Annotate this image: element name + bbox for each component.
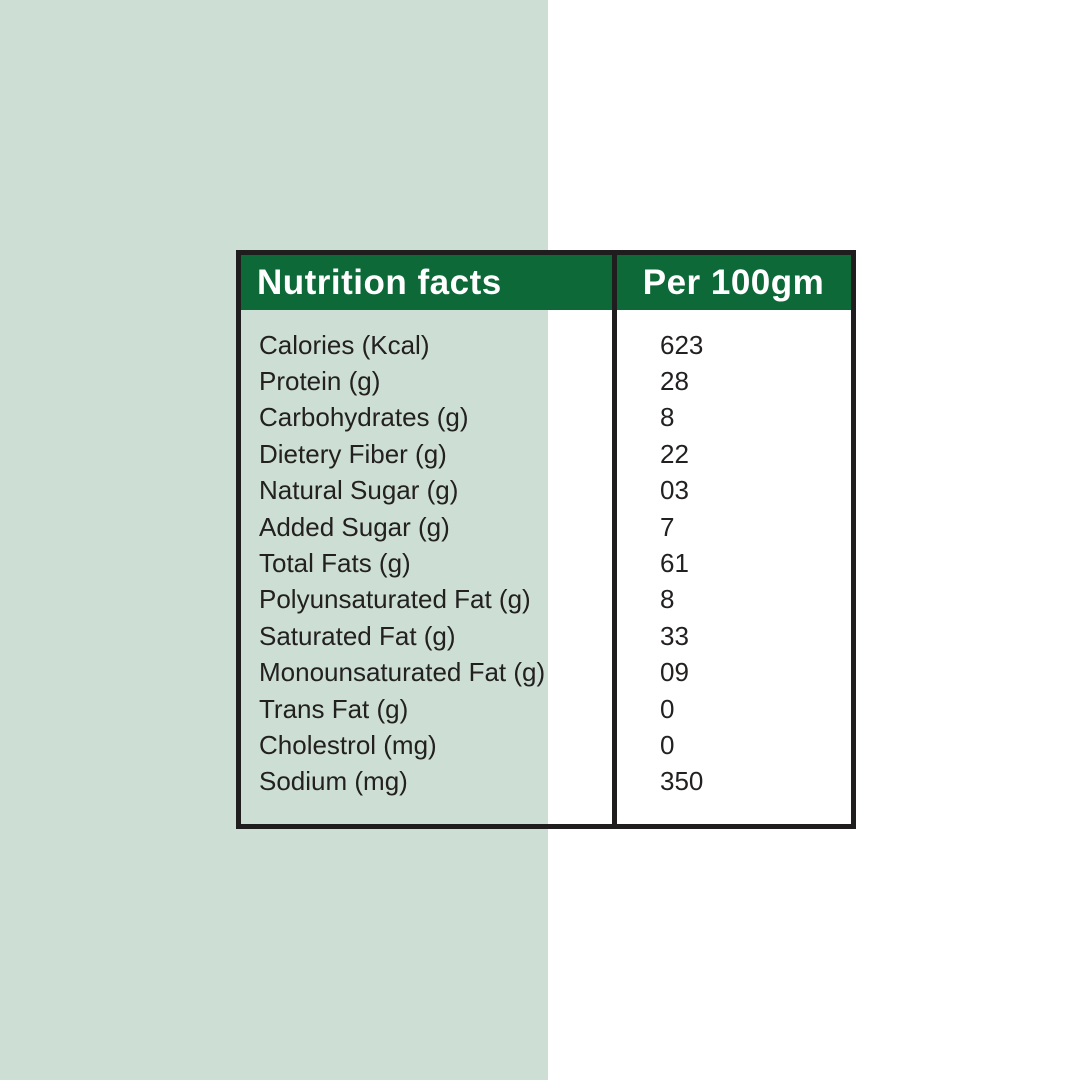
nutrient-value: 623 (660, 329, 704, 360)
nutrient-label: Added Sugar (g) (259, 511, 450, 542)
table-row: Saturated Fat (g) 33 (241, 618, 851, 654)
nutrient-label: Calories (Kcal) (259, 329, 430, 360)
table-body: Calories (Kcal) 623 Protein (g) 28 Carbohydr… (241, 310, 851, 800)
table-row: Dietery Fiber (g) 22 (241, 436, 851, 472)
nutrient-label: Saturated Fat (g) (259, 620, 456, 651)
nutrient-value: 61 (660, 548, 689, 579)
table-row: Calories (Kcal) 623 (241, 327, 851, 363)
table-row: Monounsaturated Fat (g) 09 (241, 655, 851, 691)
table-row: Protein (g) 28 (241, 363, 851, 399)
background-left-panel (0, 0, 548, 1080)
nutrient-label: Monounsaturated Fat (g) (259, 657, 546, 688)
table-header-band: Nutrition facts Per 100gm (241, 255, 851, 310)
nutrient-label: Trans Fat (g) (259, 693, 409, 724)
nutrient-value: 03 (660, 475, 689, 506)
nutrient-value: 8 (660, 584, 675, 615)
table-row: Trans Fat (g) 0 (241, 691, 851, 727)
nutrient-label: Polyunsaturated Fat (g) (259, 584, 531, 615)
nutrient-value: 7 (660, 511, 675, 542)
table-header-title: Nutrition facts (257, 262, 502, 302)
nutrition-facts-table: Nutrition facts Per 100gm Calories (Kcal… (236, 250, 856, 829)
nutrient-value: 8 (660, 402, 675, 433)
table-row: Carbohydrates (g) 8 (241, 400, 851, 436)
nutrient-label: Carbohydrates (g) (259, 402, 469, 433)
table-row: Total Fats (g) 61 (241, 545, 851, 581)
table-header-serving: Per 100gm (642, 262, 825, 302)
nutrient-value: 28 (660, 366, 689, 397)
table-row: Polyunsaturated Fat (g) 8 (241, 582, 851, 618)
nutrient-label: Cholestrol (mg) (259, 729, 437, 760)
nutrient-label: Dietery Fiber (g) (259, 438, 447, 469)
table-row: Sodium (mg) 350 (241, 764, 851, 800)
nutrient-value: 0 (660, 729, 675, 760)
table-row: Cholestrol (mg) 0 (241, 727, 851, 763)
table-row: Added Sugar (g) 7 (241, 509, 851, 545)
nutrient-value: 33 (660, 620, 689, 651)
table-row: Natural Sugar (g) 03 (241, 473, 851, 509)
nutrient-label: Sodium (mg) (259, 766, 408, 797)
nutrient-label: Protein (g) (259, 366, 381, 397)
column-divider (612, 255, 617, 824)
nutrient-value: 0 (660, 693, 675, 724)
nutrient-value: 09 (660, 657, 689, 688)
nutrient-label: Natural Sugar (g) (259, 475, 459, 506)
nutrient-value: 350 (660, 766, 704, 797)
nutrient-label: Total Fats (g) (259, 548, 411, 579)
nutrient-value: 22 (660, 438, 689, 469)
